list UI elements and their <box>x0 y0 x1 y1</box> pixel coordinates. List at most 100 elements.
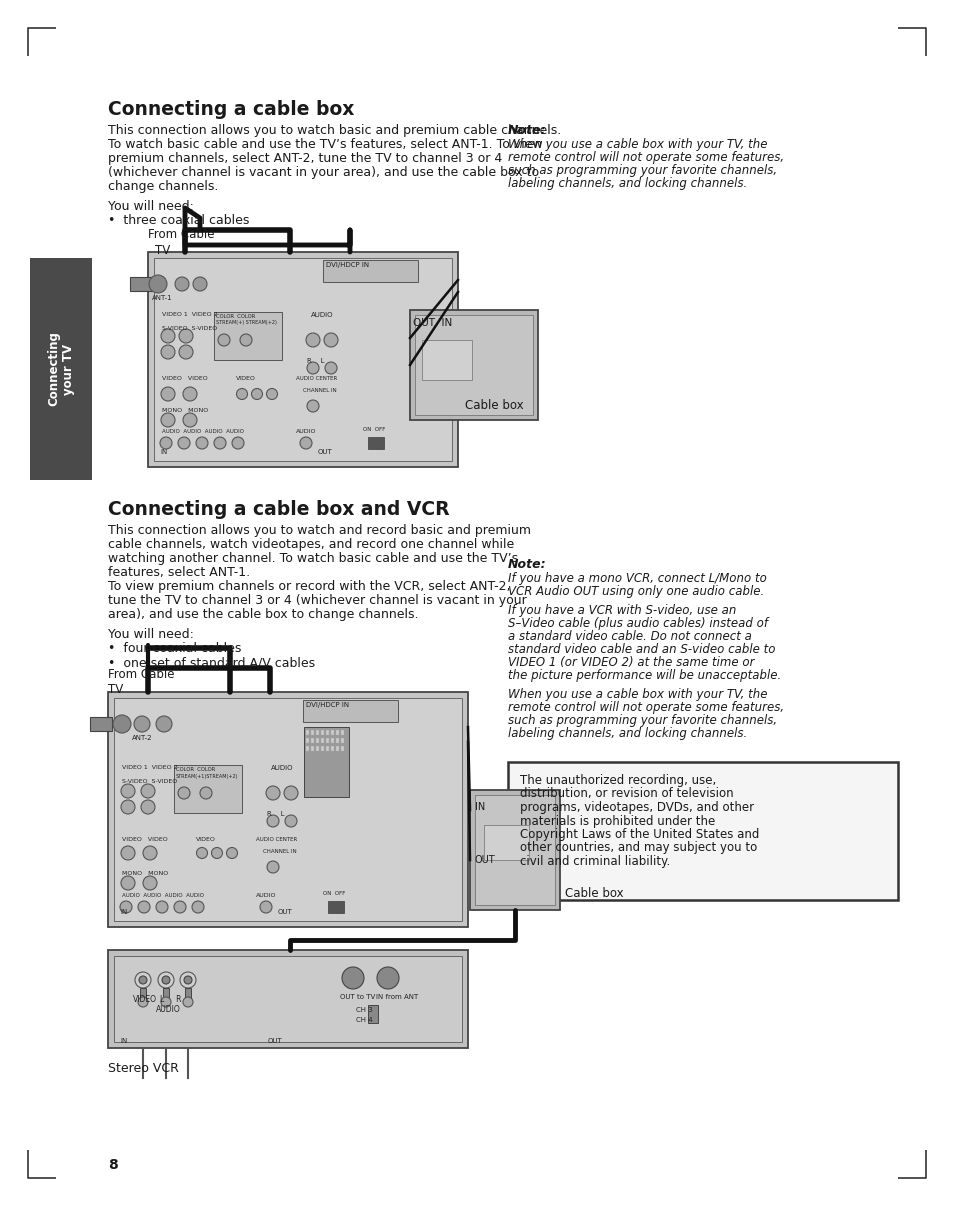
Text: OUT: OUT <box>277 909 293 915</box>
Bar <box>140 988 146 1000</box>
Bar <box>315 730 318 734</box>
Bar <box>340 747 344 751</box>
Circle shape <box>240 334 252 346</box>
Text: VIDEO   VIDEO: VIDEO VIDEO <box>122 837 168 842</box>
Circle shape <box>192 901 204 913</box>
Text: the picture performance will be unacceptable.: the picture performance will be unaccept… <box>507 669 781 683</box>
Text: VCR Audio OUT using only one audio cable.: VCR Audio OUT using only one audio cable… <box>507 585 763 598</box>
Text: CH 3: CH 3 <box>355 1007 373 1013</box>
Circle shape <box>174 277 189 291</box>
Bar <box>306 730 309 734</box>
Circle shape <box>183 412 196 427</box>
Text: L     R: L R <box>160 995 181 1005</box>
Bar <box>163 988 169 1000</box>
Text: remote control will not operate some features,: remote control will not operate some fea… <box>507 701 783 714</box>
Bar <box>153 258 452 461</box>
Bar <box>331 747 334 751</box>
Circle shape <box>266 786 280 800</box>
Circle shape <box>183 997 193 1007</box>
Bar <box>306 747 309 751</box>
Text: AUDIO  AUDIO  AUDIO  AUDIO: AUDIO AUDIO AUDIO AUDIO <box>162 429 244 434</box>
Text: •  one set of standard A/V cables: • one set of standard A/V cables <box>108 656 314 669</box>
Circle shape <box>161 329 174 343</box>
Text: ON  OFF: ON OFF <box>363 427 385 432</box>
Text: OUT: OUT <box>475 855 496 865</box>
Text: watching another channel. To watch basic cable and use the TV’s: watching another channel. To watch basic… <box>108 552 517 564</box>
Text: VIDEO   VIDEO: VIDEO VIDEO <box>162 376 208 381</box>
Bar <box>173 765 242 813</box>
Bar <box>331 730 334 734</box>
Circle shape <box>180 972 195 988</box>
Circle shape <box>121 876 135 890</box>
Text: labeling channels, and locking channels.: labeling channels, and locking channels. <box>507 177 746 191</box>
Text: a standard video cable. Do not connect a: a standard video cable. Do not connect a <box>507 630 751 643</box>
Text: S-VIDEO  S-VIDEO: S-VIDEO S-VIDEO <box>122 779 177 784</box>
Circle shape <box>218 334 230 346</box>
Bar <box>320 730 324 734</box>
Text: VIDEO 1 (or VIDEO 2) at the same time or: VIDEO 1 (or VIDEO 2) at the same time or <box>507 656 754 669</box>
Text: (whichever channel is vacant in your area), and use the cable box to: (whichever channel is vacant in your are… <box>108 166 538 178</box>
Text: DVI/HDCP IN: DVI/HDCP IN <box>326 262 369 268</box>
Circle shape <box>376 967 398 989</box>
Text: ANT-2: ANT-2 <box>132 734 152 740</box>
Bar <box>113 956 461 1042</box>
Bar <box>315 738 318 743</box>
Text: Stereo VCR: Stereo VCR <box>108 1062 179 1075</box>
Text: COLOR  COLOR: COLOR COLOR <box>215 314 255 320</box>
Circle shape <box>158 972 173 988</box>
Circle shape <box>121 845 135 860</box>
Bar <box>368 1005 377 1023</box>
Circle shape <box>133 716 150 732</box>
Text: This connection allows you to watch basic and premium cable channels.: This connection allows you to watch basi… <box>108 124 560 137</box>
Circle shape <box>183 387 196 402</box>
Circle shape <box>162 976 170 984</box>
Circle shape <box>324 333 337 347</box>
Text: From Cable: From Cable <box>108 668 174 681</box>
Text: •  four coaxial cables: • four coaxial cables <box>108 642 241 655</box>
Text: VIDEO 1  VIDEO 2: VIDEO 1 VIDEO 2 <box>122 765 177 769</box>
Circle shape <box>179 329 193 343</box>
Text: Note:: Note: <box>507 124 546 137</box>
Text: IN: IN <box>160 449 167 455</box>
Text: OUT: OUT <box>268 1038 282 1044</box>
Circle shape <box>178 437 190 449</box>
Bar <box>421 340 472 380</box>
Text: R    L: R L <box>267 810 284 816</box>
Text: such as programming your favorite channels,: such as programming your favorite channe… <box>507 714 777 727</box>
Circle shape <box>143 876 157 890</box>
Text: ON  OFF: ON OFF <box>323 891 345 896</box>
Circle shape <box>121 784 135 798</box>
Circle shape <box>161 345 174 359</box>
Circle shape <box>213 437 226 449</box>
Bar <box>331 738 334 743</box>
Bar <box>415 315 533 415</box>
Text: TV: TV <box>108 683 123 696</box>
Bar <box>311 730 314 734</box>
Bar <box>507 762 897 900</box>
Text: COLOR  COLOR: COLOR COLOR <box>175 767 215 772</box>
Text: MONO   MONO: MONO MONO <box>162 408 208 412</box>
Circle shape <box>179 345 193 359</box>
Text: distribution, or revision of television: distribution, or revision of television <box>519 788 733 801</box>
Circle shape <box>325 362 336 374</box>
Circle shape <box>226 848 237 859</box>
Circle shape <box>184 976 192 984</box>
Text: Cable box: Cable box <box>464 399 523 412</box>
Text: To view premium channels or record with the VCR, select ANT-2,: To view premium channels or record with … <box>108 580 510 593</box>
Bar <box>315 747 318 751</box>
Circle shape <box>307 400 318 412</box>
Text: civil and criminal liability.: civil and criminal liability. <box>519 855 670 868</box>
Circle shape <box>284 786 297 800</box>
Circle shape <box>267 815 278 827</box>
Circle shape <box>178 788 190 800</box>
Text: VIDEO 1  VIDEO 2: VIDEO 1 VIDEO 2 <box>162 312 217 317</box>
Text: CHANNEL IN: CHANNEL IN <box>263 849 296 854</box>
Bar <box>335 747 338 751</box>
Text: other countries, and may subject you to: other countries, and may subject you to <box>519 842 757 855</box>
Circle shape <box>200 788 212 800</box>
Text: AUDIO: AUDIO <box>271 765 294 771</box>
Circle shape <box>195 437 208 449</box>
Text: AUDIO: AUDIO <box>156 1005 180 1014</box>
Text: •  three coaxial cables: • three coaxial cables <box>108 213 249 227</box>
Text: OUT to TV: OUT to TV <box>339 994 375 1000</box>
